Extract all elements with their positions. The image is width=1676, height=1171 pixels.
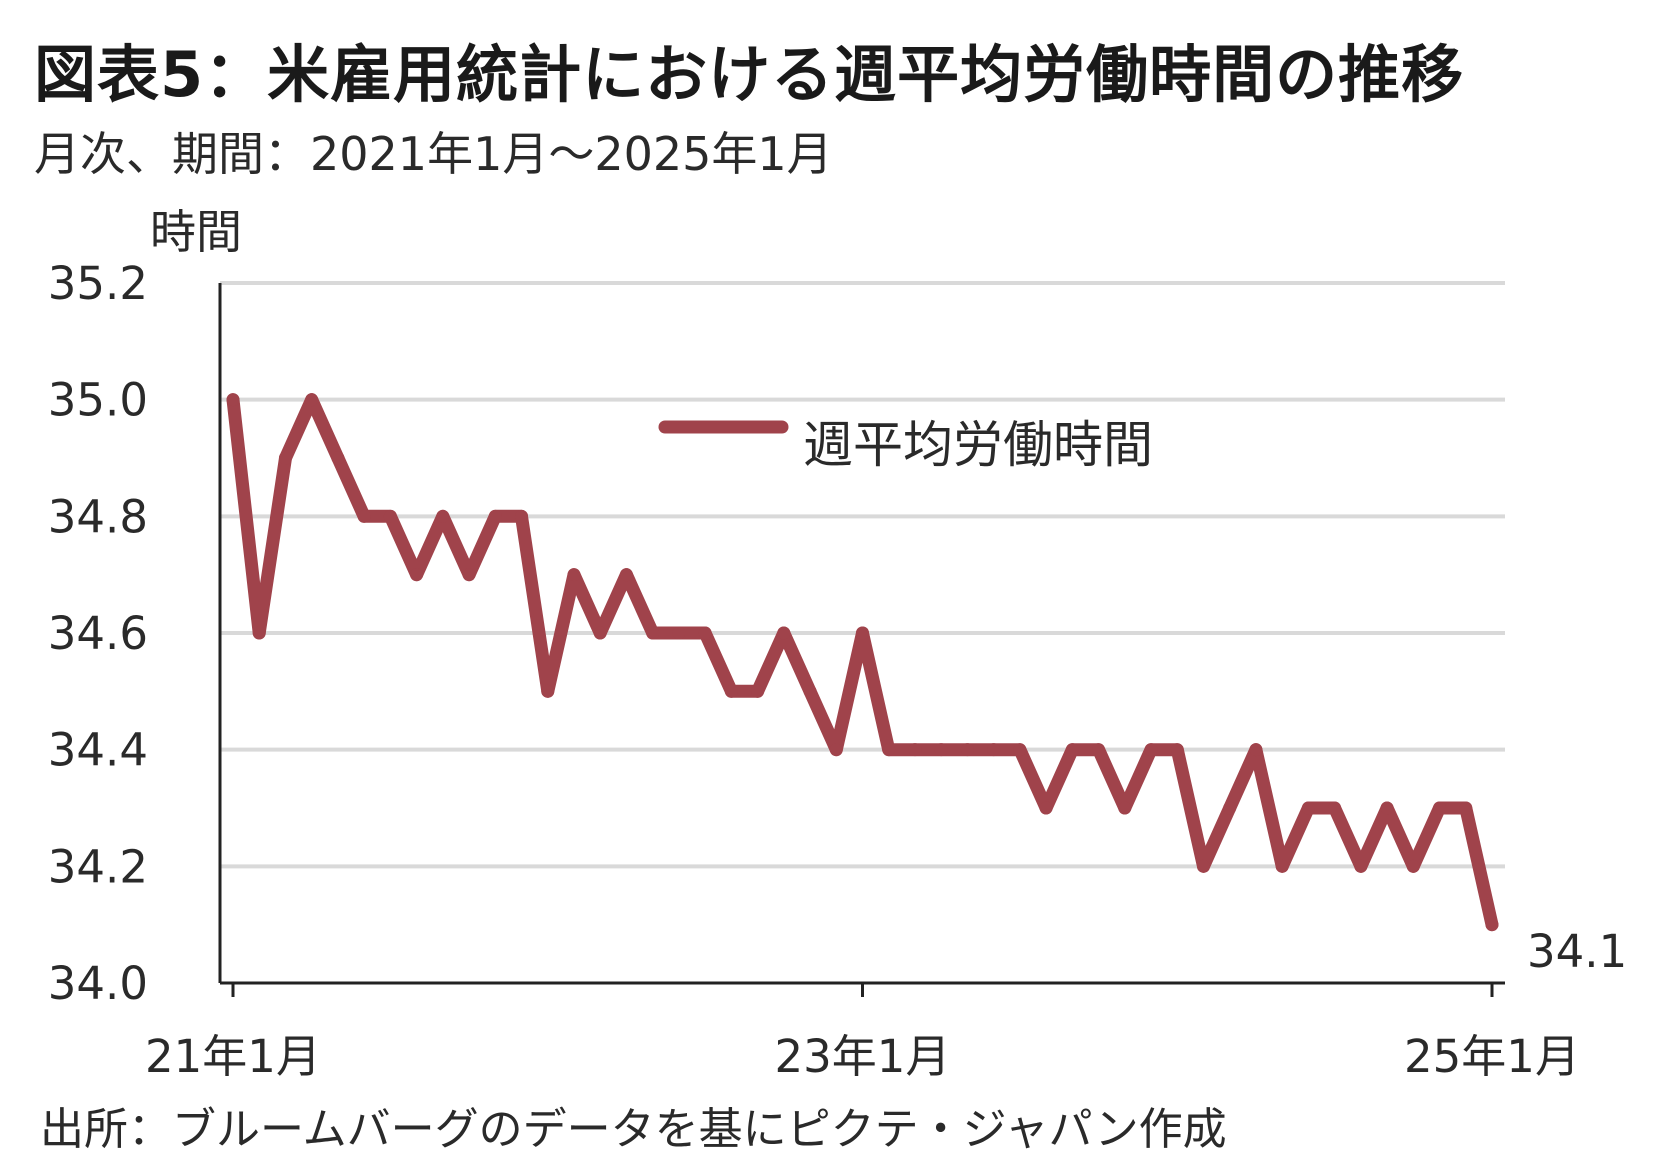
data-point bbox=[226, 393, 240, 407]
data-point bbox=[1485, 918, 1499, 932]
data-point bbox=[462, 568, 476, 582]
data-point bbox=[646, 626, 660, 640]
x-tick-label: 25年1月 bbox=[1404, 1030, 1580, 1083]
data-point bbox=[1406, 859, 1420, 873]
x-tick-label: 23年1月 bbox=[775, 1030, 951, 1083]
data-point bbox=[908, 743, 922, 757]
data-point bbox=[1039, 801, 1053, 815]
data-point bbox=[882, 743, 896, 757]
series-layer bbox=[226, 393, 1499, 932]
source-note: 出所：ブルームバーグのデータを基にピクテ・ジャパン作成 bbox=[40, 1104, 1227, 1155]
data-point bbox=[934, 743, 948, 757]
data-point bbox=[672, 626, 686, 640]
data-point bbox=[357, 509, 371, 523]
data-point bbox=[593, 626, 607, 640]
data-point bbox=[1144, 743, 1158, 757]
data-point bbox=[1328, 801, 1342, 815]
y-tick-label: 34.4 bbox=[48, 724, 148, 777]
y-tick-label: 34.2 bbox=[48, 840, 148, 893]
data-point bbox=[1196, 859, 1210, 873]
y-tick-label: 35.0 bbox=[48, 374, 148, 427]
data-point bbox=[1380, 801, 1394, 815]
data-point bbox=[698, 626, 712, 640]
data-point bbox=[515, 509, 529, 523]
data-point bbox=[436, 509, 450, 523]
y-tick-label: 34.6 bbox=[48, 607, 148, 660]
data-point bbox=[1170, 743, 1184, 757]
y-axis-unit: 時間 bbox=[150, 205, 242, 259]
data-point bbox=[1354, 859, 1368, 873]
x-tick-label: 21年1月 bbox=[145, 1030, 321, 1083]
data-point bbox=[278, 451, 292, 465]
data-point bbox=[829, 743, 843, 757]
data-point bbox=[567, 568, 581, 582]
data-point bbox=[541, 684, 555, 698]
data-point bbox=[987, 743, 1001, 757]
data-point bbox=[488, 509, 502, 523]
chart-subtitle: 月次、期間：2021年1月～2025年1月 bbox=[34, 127, 833, 181]
data-point bbox=[960, 743, 974, 757]
data-point bbox=[724, 684, 738, 698]
data-point bbox=[1459, 801, 1473, 815]
data-point bbox=[1013, 743, 1027, 757]
data-point bbox=[383, 509, 397, 523]
data-point bbox=[305, 393, 319, 407]
data-point bbox=[1118, 801, 1132, 815]
data-point bbox=[410, 568, 424, 582]
data-point bbox=[619, 568, 633, 582]
y-tick-label: 34.8 bbox=[48, 490, 148, 543]
data-point bbox=[1249, 743, 1263, 757]
end-value-layer: 34.1 bbox=[1527, 925, 1627, 978]
y-tick-label: 35.2 bbox=[48, 257, 148, 310]
y-tick-labels: 35.2 35.0 34.8 34.6 34.4 34.2 34.0 bbox=[48, 257, 148, 1010]
y-tick-label: 34.0 bbox=[48, 957, 148, 1010]
data-point bbox=[751, 684, 765, 698]
data-point bbox=[1301, 801, 1315, 815]
x-tick-labels: 21年1月 23年1月 25年1月 bbox=[145, 983, 1580, 1083]
data-point bbox=[856, 626, 869, 640]
chart-title: 図表5：米雇用統計における週平均労働時間の推移 bbox=[34, 38, 1465, 111]
data-point bbox=[331, 451, 345, 465]
data-point bbox=[1092, 743, 1106, 757]
data-point bbox=[1275, 859, 1289, 873]
series-line bbox=[226, 393, 1499, 932]
data-point bbox=[1223, 801, 1237, 815]
end-value-label: 34.1 bbox=[1527, 925, 1627, 978]
legend-label: 週平均労働時間 bbox=[803, 416, 1153, 474]
legend: 週平均労働時間 bbox=[658, 416, 1153, 474]
data-point bbox=[777, 626, 791, 640]
data-point bbox=[1065, 743, 1079, 757]
data-point bbox=[252, 626, 266, 640]
data-point bbox=[1433, 801, 1447, 815]
data-point bbox=[803, 684, 817, 698]
